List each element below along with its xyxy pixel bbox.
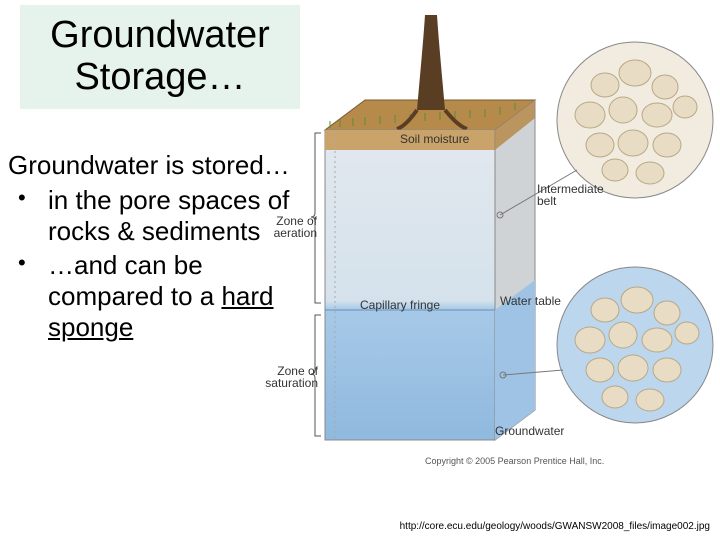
zone-brackets: [311, 133, 321, 436]
label-water-table: Water table: [500, 295, 561, 307]
bullet-1-text: in the pore spaces of rocks & sediments: [48, 185, 289, 246]
label-soil-moisture: Soil moisture: [400, 133, 469, 145]
bullet-2: …and can be compared to a hard sponge: [8, 250, 308, 344]
slide-title: Groundwater Storage…: [25, 15, 295, 99]
bullet-1: in the pore spaces of rocks & sediments: [8, 185, 308, 247]
label-zone-aeration: Zone of aeration: [267, 215, 317, 239]
bullet-list: in the pore spaces of rocks & sediments …: [8, 185, 308, 343]
body-text: Groundwater is stored… in the pore space…: [8, 150, 308, 345]
label-groundwater: Groundwater: [495, 425, 564, 437]
block-front: [325, 130, 495, 440]
label-intermediate: Intermediate belt: [537, 183, 607, 207]
intro-line: Groundwater is stored…: [8, 150, 308, 181]
label-capillary: Capillary fringe: [360, 299, 440, 311]
bullet-2-text: …and can be compared to a: [48, 250, 221, 311]
diagram-svg: [305, 15, 720, 485]
footer-url: http://core.ecu.edu/geology/woods/GWANSW…: [400, 521, 710, 532]
label-copyright: Copyright © 2005 Pearson Prentice Hall, …: [425, 457, 604, 466]
title-box: Groundwater Storage…: [20, 5, 300, 109]
slide: Groundwater Storage… Groundwater is stor…: [0, 0, 720, 540]
label-zone-saturation: Zone of saturation: [263, 365, 318, 389]
groundwater-diagram: Soil moisture Intermediate belt Zone of …: [305, 15, 720, 485]
